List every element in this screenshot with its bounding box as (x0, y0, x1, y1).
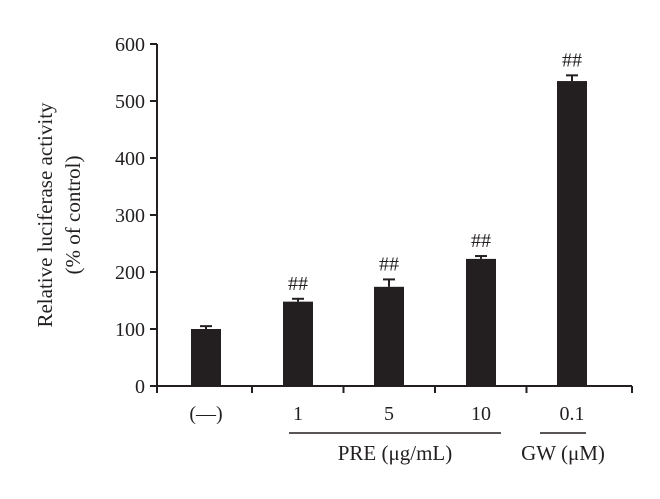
x-tick-label: 5 (384, 403, 394, 425)
bar (191, 329, 221, 386)
x-tick-label: 10 (471, 403, 491, 425)
bar (374, 286, 404, 386)
y-tick-label: 500 (115, 91, 145, 113)
bars: ## ## ## ## (191, 49, 587, 387)
x-tick-label: 1 (293, 403, 303, 425)
y-tick-label: 300 (115, 205, 145, 227)
y-axis-ticks: 0 100 200 300 400 500 600 (115, 34, 157, 398)
significance-label: ## (562, 49, 582, 71)
bar (283, 301, 313, 386)
group-label: GW (μM) (521, 441, 605, 465)
y-axis-title-line2: (% of control) (61, 156, 85, 275)
y-tick-label: 0 (135, 376, 145, 398)
x-axis-ticks: (—) 1 5 10 0.1 (156, 386, 633, 425)
bar (466, 258, 496, 386)
y-tick-label: 100 (115, 319, 145, 341)
significance-label: ## (288, 273, 308, 295)
bar (557, 81, 587, 387)
y-tick-label: 600 (115, 34, 145, 56)
significance-label: ## (379, 253, 399, 275)
y-axis-title-line1: Relative luciferase activity (33, 102, 57, 328)
y-tick-label: 400 (115, 148, 145, 170)
y-axis-title: Relative luciferase activity (% of contr… (33, 102, 85, 328)
x-tick-label: 0.1 (560, 403, 585, 425)
y-tick-label: 200 (115, 262, 145, 284)
significance-label: ## (471, 230, 491, 252)
x-tick-label: (—) (189, 403, 222, 425)
category-groups: PRE (μg/mL) GW (μM) (289, 432, 605, 465)
group-label: PRE (μg/mL) (338, 441, 453, 465)
